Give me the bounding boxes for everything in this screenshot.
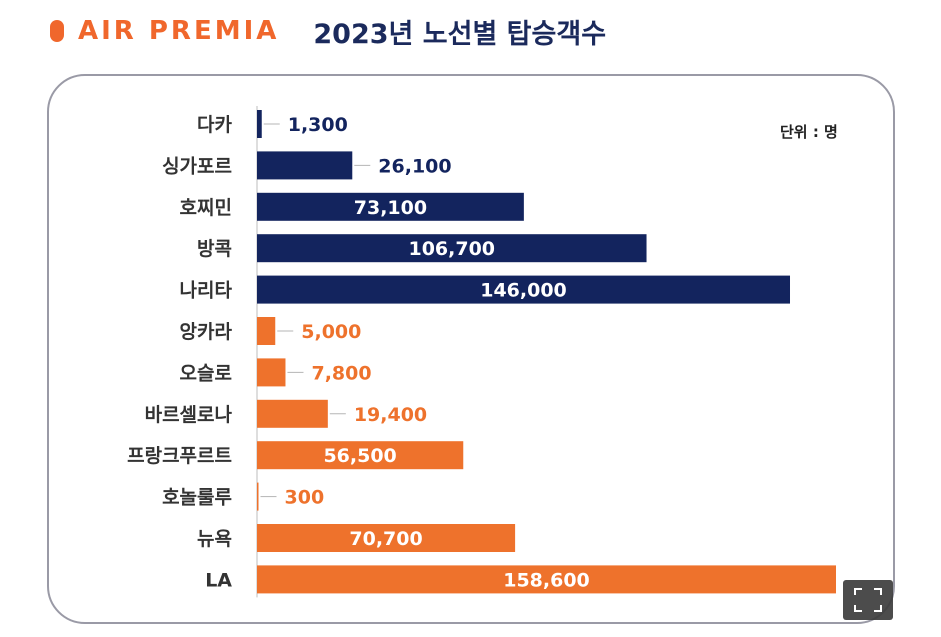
category-label: 오슬로 bbox=[180, 362, 232, 384]
chart-frame bbox=[47, 74, 895, 624]
bar bbox=[257, 399, 328, 428]
data-label: 106,700 bbox=[408, 238, 495, 260]
bar bbox=[257, 524, 516, 552]
category-label: LA bbox=[205, 569, 232, 591]
fullscreen-button[interactable] bbox=[843, 580, 893, 620]
data-label: 1,300 bbox=[288, 114, 348, 136]
bar bbox=[257, 565, 836, 594]
data-label: 73,100 bbox=[354, 197, 427, 219]
bar bbox=[257, 151, 353, 180]
data-label: 19,400 bbox=[354, 404, 427, 426]
category-label: 호찌민 bbox=[180, 197, 232, 219]
category-label: 나리타 bbox=[180, 280, 233, 302]
logo-mark bbox=[50, 20, 64, 42]
header: AIR PREMIA 2023년 노선별 탑승객수 bbox=[50, 8, 606, 54]
bar bbox=[257, 110, 262, 138]
bar bbox=[257, 234, 647, 263]
airline-logo: AIR PREMIA bbox=[78, 16, 280, 46]
unit-label: 단위 : 명 bbox=[780, 123, 838, 141]
page-title: 2023년 노선별 탑승객수 bbox=[313, 18, 607, 50]
bar bbox=[257, 441, 464, 470]
bar bbox=[257, 358, 286, 387]
bar bbox=[257, 482, 259, 511]
category-label: 앙카라 bbox=[180, 321, 233, 343]
data-label: 5,000 bbox=[301, 321, 361, 343]
category-label: 바르셀로나 bbox=[145, 404, 233, 426]
bar bbox=[257, 317, 276, 345]
category-label: 뉴욕 bbox=[197, 528, 232, 550]
expand-icon bbox=[854, 588, 882, 612]
category-label: 방콕 bbox=[197, 238, 232, 260]
category-label: 호놀룰루 bbox=[162, 487, 232, 509]
bar bbox=[257, 192, 524, 221]
category-label: 프랑크푸르트 bbox=[127, 445, 232, 467]
data-label: 26,100 bbox=[378, 155, 451, 177]
bar bbox=[257, 275, 791, 304]
data-label: 70,700 bbox=[349, 528, 422, 550]
category-label: 싱가포르 bbox=[162, 155, 232, 177]
data-label: 300 bbox=[285, 487, 325, 509]
data-label: 7,800 bbox=[311, 362, 371, 384]
data-label: 158,600 bbox=[503, 569, 590, 591]
category-label: 다카 bbox=[197, 114, 232, 136]
data-label: 146,000 bbox=[480, 280, 567, 302]
data-label: 56,500 bbox=[323, 445, 396, 467]
